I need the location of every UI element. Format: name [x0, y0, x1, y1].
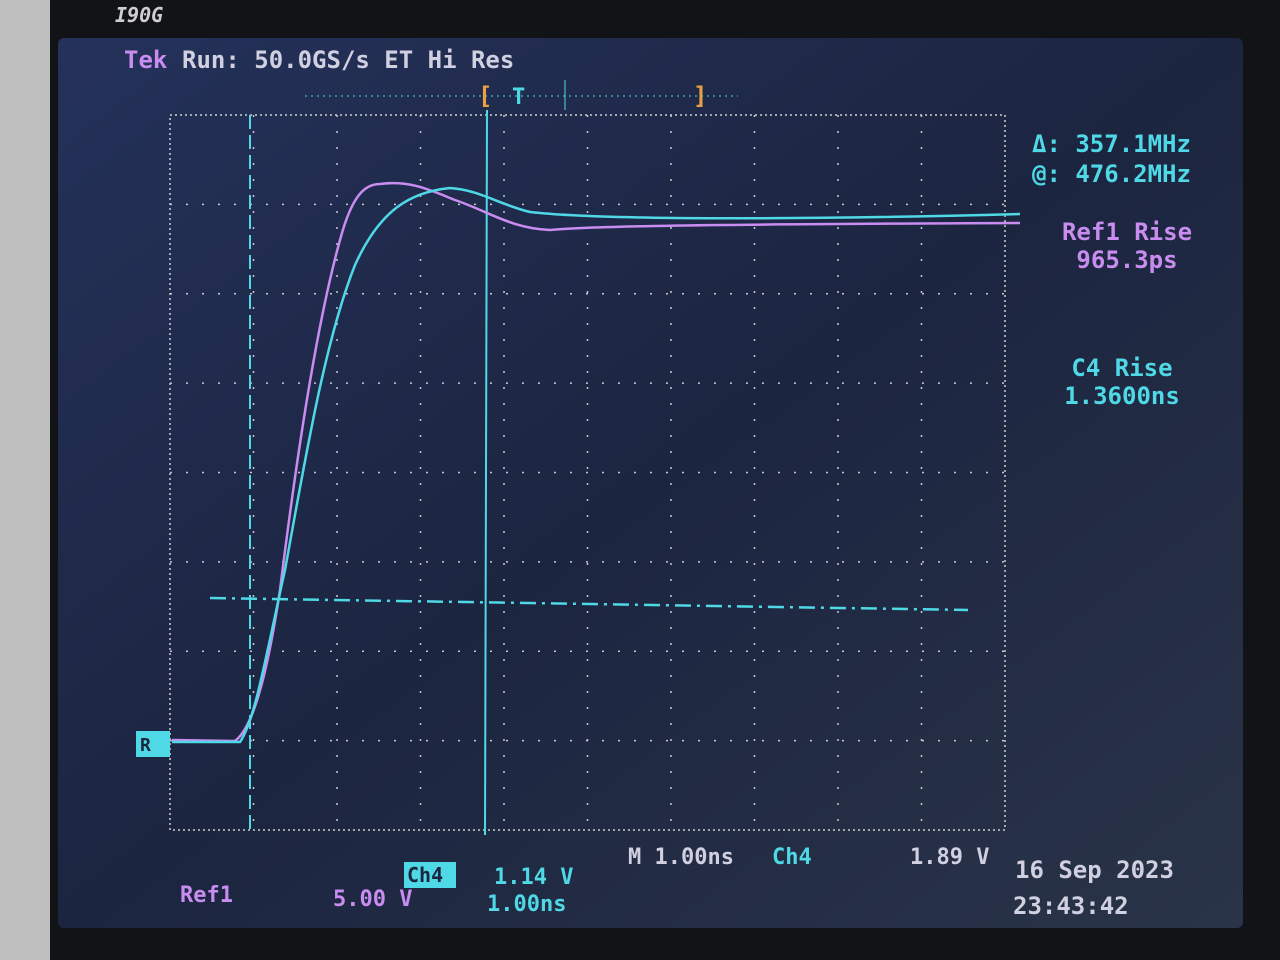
ch4-time: 1.00ns — [487, 892, 566, 917]
ref-marker-box — [136, 731, 170, 757]
record-bracket: ] — [693, 82, 707, 110]
graticule — [169, 114, 1006, 831]
side-panel — [0, 0, 50, 960]
ch4-scale: 1.14 V — [494, 865, 573, 890]
ch4-waveform — [172, 186, 1021, 744]
model-label: I90G — [115, 3, 163, 27]
ref1-scale: 5.00 V — [333, 887, 412, 912]
trigger-channel: Ch4 — [772, 845, 812, 870]
cursor-line — [484, 109, 488, 836]
c4-rise-value: 1.3600ns — [1064, 382, 1180, 410]
date: 16 Sep 2023 — [1015, 856, 1174, 884]
ref1-rise-value: 965.3ps — [1076, 246, 1177, 274]
ch4-name: Ch4 — [407, 863, 443, 887]
ref1-rise-label: Ref1 Rise — [1062, 218, 1192, 246]
ch4-box — [404, 862, 456, 888]
ref-marker: R — [140, 735, 151, 756]
status: Run: 50.0GS/s ET Hi Res — [182, 46, 514, 74]
brand: Tek — [124, 46, 168, 74]
trigger-level: 1.89 V — [910, 845, 989, 870]
screen — [58, 38, 1243, 928]
record-bracket: [ — [478, 82, 492, 110]
trigger-marker: T — [512, 85, 525, 110]
at-readout: @: 476.2MHz — [1032, 160, 1191, 188]
threshold-line — [209, 596, 969, 612]
c4-rise-label: C4 Rise — [1071, 354, 1172, 382]
delta-readout: Δ: 357.1MHz — [1032, 130, 1191, 158]
timebase: M 1.00ns — [628, 845, 734, 870]
ref1-name: Ref1 — [180, 883, 233, 908]
time: 23:43:42 — [1013, 892, 1129, 920]
